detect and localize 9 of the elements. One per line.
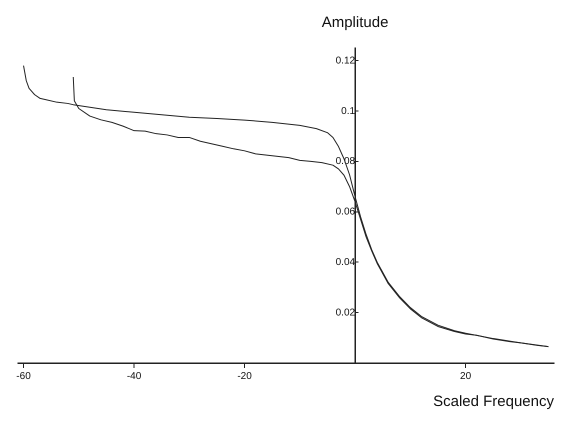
x-tick-label: -60 bbox=[16, 370, 32, 382]
y-tick-label: 0.02 bbox=[336, 307, 356, 318]
x-tick-label: -20 bbox=[237, 370, 252, 382]
y-tick-label: 0.1 bbox=[341, 106, 356, 117]
x-tick-label: -40 bbox=[126, 370, 142, 382]
y-axis-title: Amplitude bbox=[320, 14, 390, 31]
x-axis-title: Scaled Frequency bbox=[433, 393, 554, 410]
x-tick-label: 20 bbox=[460, 370, 472, 382]
y-tick-label: 0.12 bbox=[336, 55, 356, 66]
